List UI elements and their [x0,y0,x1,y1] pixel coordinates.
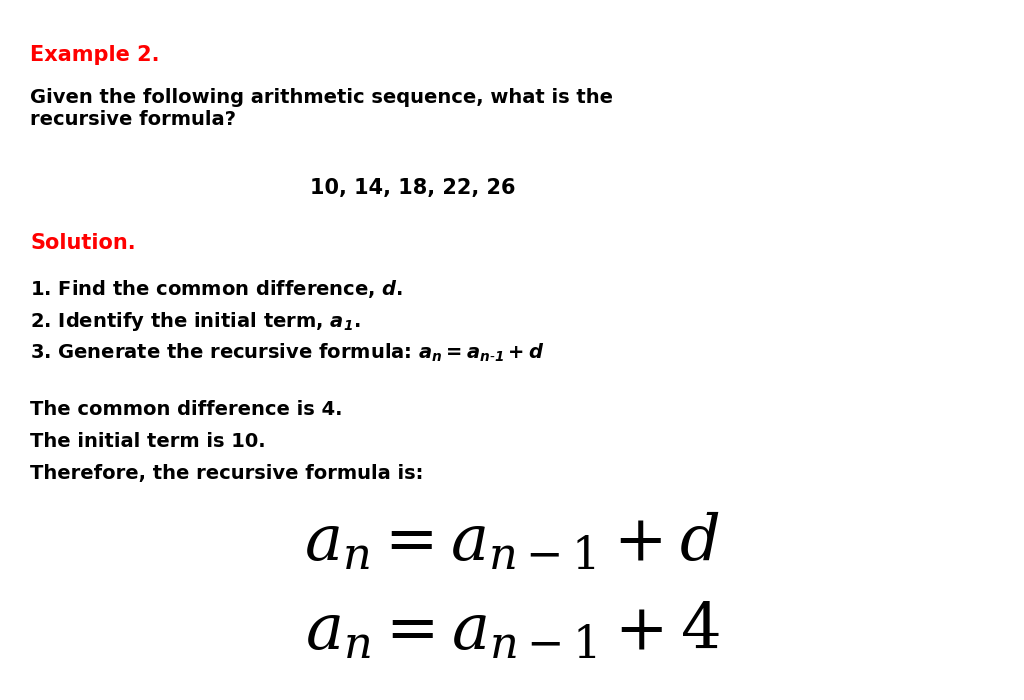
Text: Given the following arithmetic sequence, what is the
recursive formula?: Given the following arithmetic sequence,… [30,88,613,129]
Text: 10, 14, 18, 22, 26: 10, 14, 18, 22, 26 [310,178,515,198]
Text: Solution.: Solution. [30,233,135,253]
Text: $a_n = a_{n-1} + 4$: $a_n = a_{n-1} + 4$ [304,600,720,662]
Text: 3. Generate the recursive formula: $\bfit{a}_{\bfit{n}} = \bfit{a}_{\bfit{n}\tex: 3. Generate the recursive formula: $\bfi… [30,342,544,364]
Text: 2. Identify the initial term, $\bfit{a}_1$.: 2. Identify the initial term, $\bfit{a}_… [30,310,360,333]
Text: $a_n = a_{n-1} + d$: $a_n = a_{n-1} + d$ [304,510,720,573]
Text: The common difference is 4.: The common difference is 4. [30,400,342,419]
Text: Therefore, the recursive formula is:: Therefore, the recursive formula is: [30,464,423,483]
Text: The initial term is 10.: The initial term is 10. [30,432,265,451]
Text: 1. Find the common difference, $\bfit{d}$.: 1. Find the common difference, $\bfit{d}… [30,278,403,300]
Text: Example 2.: Example 2. [30,45,160,65]
